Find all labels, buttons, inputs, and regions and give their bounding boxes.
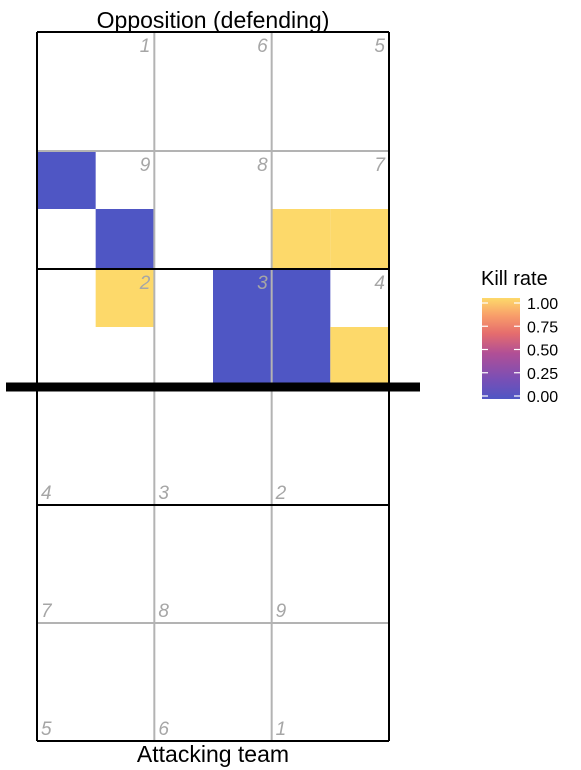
zone-label-attacking: 4 — [41, 483, 52, 504]
legend-tick-label: 0.50 — [527, 343, 558, 360]
zone-label-attacking: 6 — [158, 719, 169, 740]
zone-label-opposition: 6 — [257, 36, 268, 57]
heat-cell — [37, 150, 96, 209]
heat-cell — [213, 327, 272, 386]
legend-title: Kill rate — [481, 268, 548, 290]
zone-labels: 1 6 5 9 8 7 2 3 4 4 3 2 7 8 9 5 6 1 — [41, 36, 386, 740]
heat-cell — [330, 327, 389, 386]
zone-label-opposition: 4 — [374, 273, 385, 294]
legend-tick-label: 0.00 — [527, 389, 558, 406]
zone-label-opposition: 7 — [374, 155, 386, 176]
legend-colorbar — [482, 298, 520, 399]
legend-tick-label: 1.00 — [527, 296, 558, 313]
zone-label-opposition: 3 — [257, 273, 268, 294]
zone-label-opposition: 9 — [140, 155, 151, 176]
heat-cell — [330, 209, 389, 268]
zone-label-attacking: 7 — [41, 601, 53, 622]
legend-tick-label: 0.25 — [527, 366, 558, 383]
zone-label-attacking: 3 — [158, 483, 169, 504]
heat-cell — [271, 268, 331, 327]
zone-label-opposition: 5 — [374, 36, 385, 57]
zone-label-attacking: 5 — [41, 719, 52, 740]
heat-cell — [271, 209, 331, 268]
heat-cell — [95, 268, 155, 327]
legend-ticks: 1.00 0.75 0.50 0.25 0.00 — [482, 296, 558, 406]
zone-label-opposition: 8 — [257, 155, 268, 176]
legend-tick-label: 0.75 — [527, 319, 558, 336]
title-opposition: Opposition (defending) — [97, 7, 330, 33]
zone-label-opposition: 1 — [140, 36, 151, 57]
court-grid — [6, 31, 420, 742]
zone-label-attacking: 9 — [276, 601, 287, 622]
zone-label-attacking: 2 — [275, 483, 287, 504]
heat-cells — [37, 150, 389, 386]
heat-cell — [213, 268, 272, 327]
legend: Kill rate 1.00 0.75 0.50 0.25 0.00 — [481, 268, 558, 406]
title-attacking: Attacking team — [137, 741, 289, 767]
zone-label-attacking: 1 — [276, 719, 287, 740]
heat-cell — [95, 209, 155, 268]
zone-label-opposition: 2 — [139, 273, 151, 294]
heat-cell — [271, 327, 331, 386]
zone-label-attacking: 8 — [158, 601, 169, 622]
